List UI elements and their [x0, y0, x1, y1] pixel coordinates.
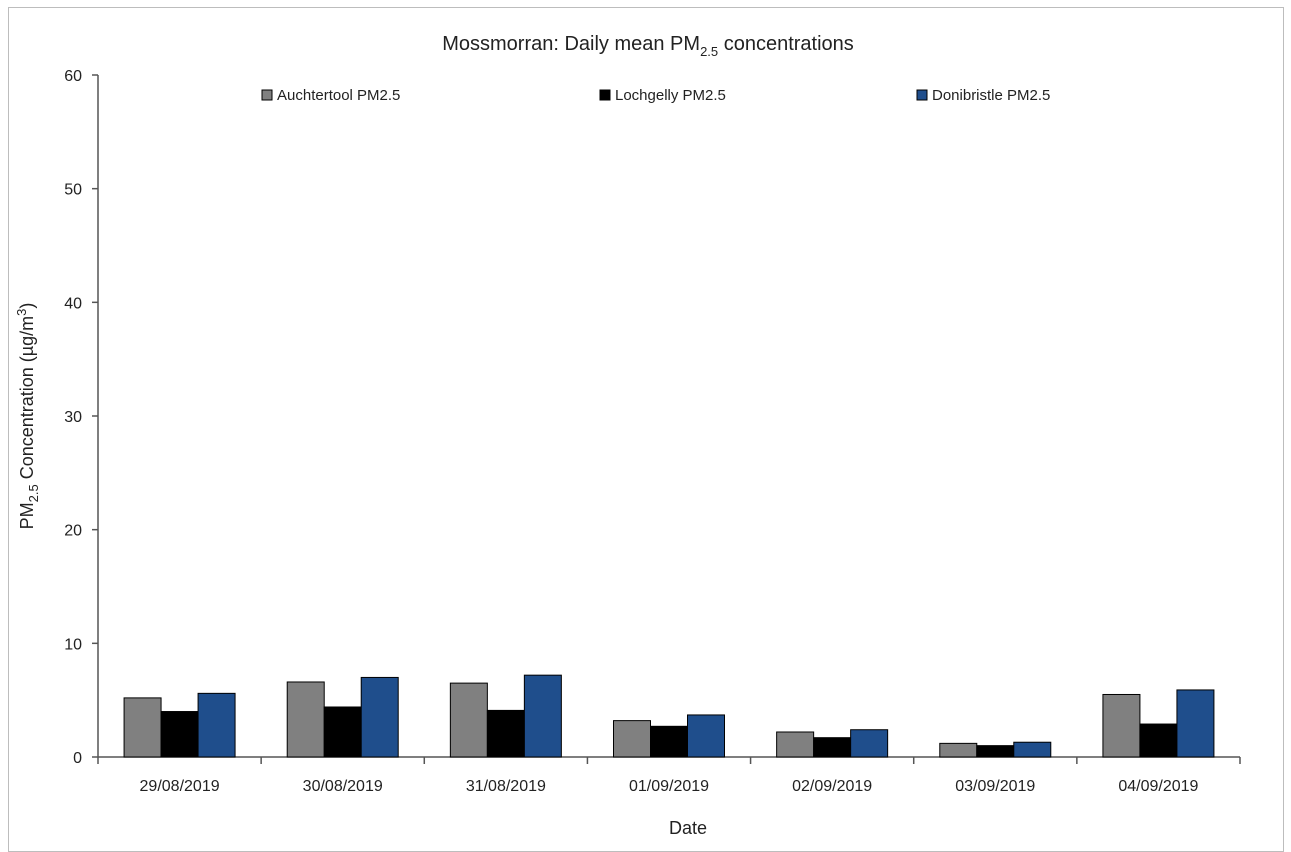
bars: [123, 674, 1215, 758]
bar: [123, 697, 162, 758]
y-tick-label: 10: [64, 636, 82, 653]
x-axis-title: Date: [669, 818, 707, 838]
bar: [1013, 741, 1052, 758]
y-axis-title-suffix: ): [17, 303, 37, 309]
bar: [650, 725, 688, 758]
chart-title: Mossmorran: Daily mean PM2.5 concentrati…: [442, 33, 854, 59]
bar: [813, 737, 852, 758]
x-tick-label: 01/09/2019: [629, 778, 709, 795]
y-axis-title: PM2.5 Concentration (µg/m3): [14, 303, 41, 530]
x-tick-label: 02/09/2019: [792, 778, 872, 795]
legend-swatch: [261, 89, 273, 101]
legend-swatch: [599, 89, 611, 101]
x-tick-label: 04/09/2019: [1118, 778, 1198, 795]
bar: [1176, 689, 1215, 758]
bar: [286, 681, 325, 758]
y-axis-title-prefix: PM: [17, 502, 37, 529]
legend-label: Lochgelly PM2.5: [615, 87, 726, 104]
bar: [613, 720, 651, 758]
y-axis: 0 10 20 30 40 50 60: [64, 68, 99, 767]
y-axis-title-superscript: 3: [14, 309, 29, 316]
x-tick-label: 29/08/2019: [140, 778, 220, 795]
x-tick-label: 03/09/2019: [955, 778, 1035, 795]
y-axis-title-subscript: 2.5: [26, 484, 41, 502]
chart-title-subscript: 2.5: [700, 44, 718, 59]
chart-title-prefix: Mossmorran: Daily mean PM: [442, 33, 700, 55]
bar: [776, 731, 815, 758]
y-tick-label: 40: [64, 295, 82, 312]
legend-swatch: [916, 89, 928, 101]
bar: [360, 676, 399, 758]
bar: [850, 729, 889, 758]
bar: [687, 714, 725, 758]
legend-label: Donibristle PM2.5: [932, 87, 1050, 104]
bar: [523, 674, 562, 758]
y-tick-label: 20: [64, 523, 82, 540]
bar: [939, 742, 978, 758]
bar: [197, 692, 236, 758]
bar: [1102, 693, 1141, 758]
bar: [449, 682, 488, 758]
y-axis-title-middle: Concentration (µg/m: [17, 316, 37, 484]
bar: [976, 745, 1015, 758]
x-tick-label: 31/08/2019: [466, 778, 546, 795]
bar: [160, 711, 199, 758]
bar: [323, 706, 362, 758]
x-axis: 29/08/2019 30/08/2019 31/08/2019 01/09/2019…: [97, 756, 1241, 795]
legend-label: Auchtertool PM2.5: [277, 87, 400, 104]
chart-title-suffix: concentrations: [718, 33, 854, 55]
y-tick-label: 50: [64, 182, 82, 199]
bar: [1139, 723, 1178, 758]
x-tick-label: 30/08/2019: [303, 778, 383, 795]
legend: Auchtertool PM2.5 Lochgelly PM2.5 Donibris…: [261, 87, 1050, 104]
y-tick-label: 0: [73, 750, 82, 767]
bar: [486, 709, 525, 758]
y-tick-label: 60: [64, 68, 82, 85]
y-tick-label: 30: [64, 409, 82, 426]
